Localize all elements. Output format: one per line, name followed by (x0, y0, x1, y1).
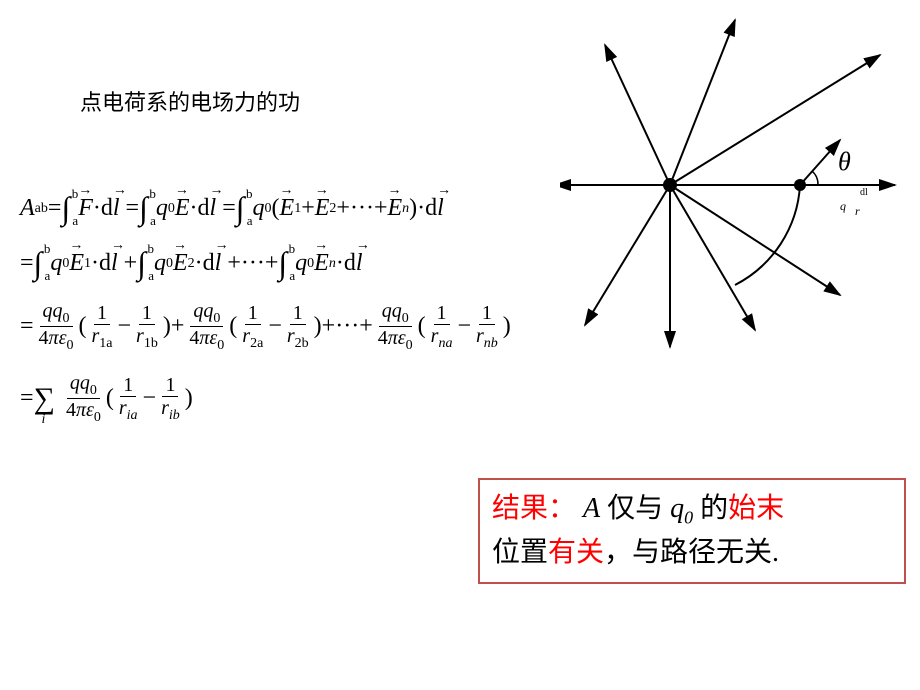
r-label: r (855, 204, 860, 218)
equation-block: Aab = ∫ba F·dl = ∫ba q0E·dl = ∫ba q0(E1+… (20, 190, 511, 444)
page-title: 点电荷系的电场力的功 (80, 85, 300, 117)
eq-line-2: = ∫ba q0E1·dl + ∫ba q0E2·dl +···+ ∫ba q0… (20, 245, 511, 282)
eq-line-4: = ∑i qq04πε0 ( 1ria − 1rib ) (20, 372, 511, 426)
eq-line-3: = qq04πε0 ( 1r1a − 1r1b )+ qq04πε0 ( 1r2… (20, 300, 511, 354)
field-diagram: θ q r dl (560, 15, 905, 355)
result-label: 结果： (492, 493, 576, 524)
result-A: A (583, 493, 600, 524)
result-box: 结果： A 仅与 q0 的始末 位置有关，与路径无关. (478, 478, 906, 584)
eq-line-1: Aab = ∫ba F·dl = ∫ba q0E·dl = ∫ba q0(E1+… (20, 190, 511, 227)
theta-label: θ (838, 147, 851, 176)
dl-label: dl (860, 187, 868, 198)
q-label: q (840, 199, 846, 213)
